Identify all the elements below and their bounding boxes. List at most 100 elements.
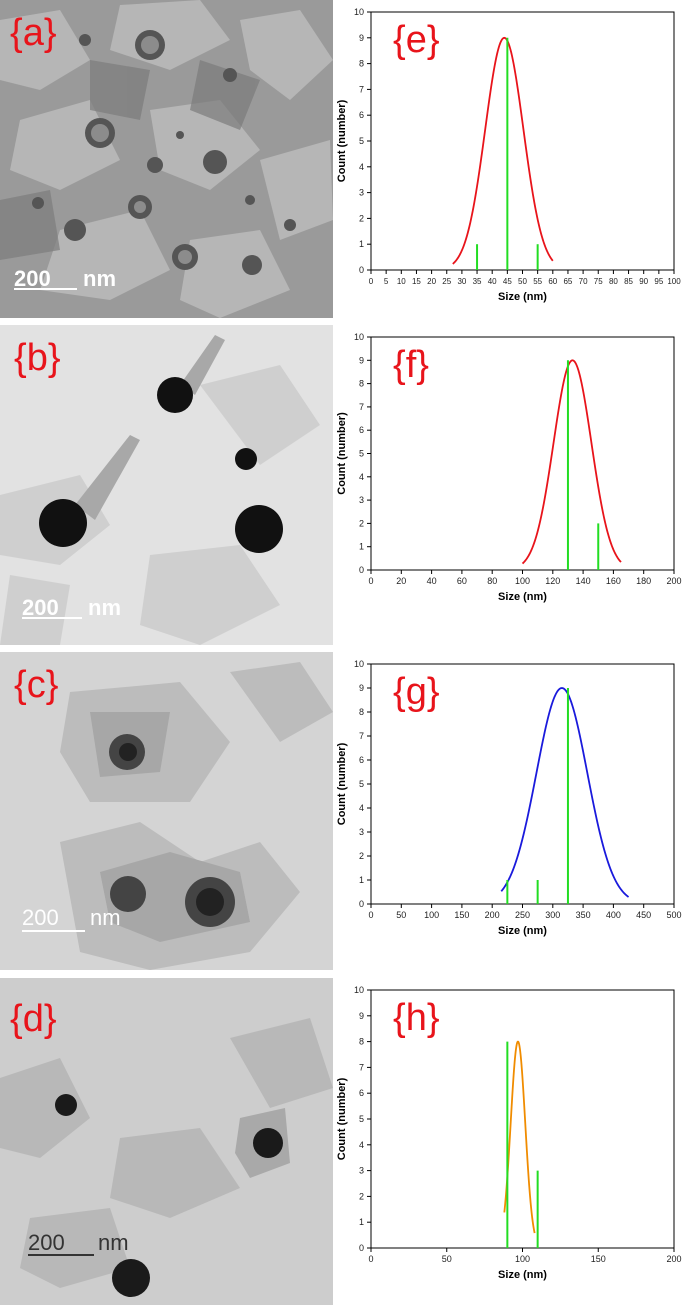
x-tick-label-e-1: 5 bbox=[384, 277, 389, 286]
scale-bar-b bbox=[22, 617, 82, 619]
y-tick-label-g-0: 0 bbox=[359, 899, 364, 909]
x-tick-label-e-7: 35 bbox=[473, 277, 482, 286]
x-tick-label-e-3: 15 bbox=[412, 277, 421, 286]
x-axis-label-h: Size (nm) bbox=[498, 1269, 547, 1281]
scale-unit-d: nm bbox=[98, 1230, 129, 1255]
y-tick-label-f-7: 7 bbox=[359, 402, 364, 412]
scale-unit-c: nm bbox=[90, 905, 121, 930]
x-tick-label-f-1: 20 bbox=[396, 576, 406, 586]
y-tick-label-h-1: 1 bbox=[359, 1217, 364, 1227]
x-axis-label-f: Size (nm) bbox=[498, 591, 547, 603]
scale-bar-c bbox=[22, 930, 85, 932]
y-tick-label-h-0: 0 bbox=[359, 1243, 364, 1253]
size-distribution-chart-f: 0 1 2 3 4 5 6 7 8 9 10 0 20 40 60 80 100 120 140 160 180 200 S… bbox=[333, 325, 685, 645]
x-tick-label-g-3: 150 bbox=[454, 910, 469, 920]
panel-label-d: {d} bbox=[10, 998, 57, 1040]
y-tick-label-f-1: 1 bbox=[359, 542, 364, 552]
y-tick-label-g-4: 4 bbox=[359, 803, 364, 813]
panel-label-g: {g} bbox=[393, 671, 440, 713]
y-tick-label-h-3: 3 bbox=[359, 1166, 364, 1176]
x-tick-label-f-10: 200 bbox=[666, 576, 681, 586]
x-tick-label-e-11: 55 bbox=[533, 277, 542, 286]
x-tick-label-e-16: 80 bbox=[609, 277, 618, 286]
x-tick-label-e-10: 50 bbox=[518, 277, 527, 286]
panel-label-a: {a} bbox=[10, 12, 57, 54]
x-tick-label-e-17: 85 bbox=[624, 277, 633, 286]
size-distribution-chart-e: 0 1 2 3 4 5 6 7 8 9 10 0 5 10 15 20 25 30 35 40 45 50 55 60 65 70… bbox=[333, 0, 685, 318]
y-tick-label-e-8: 8 bbox=[359, 59, 364, 69]
tem-micrograph-a bbox=[0, 0, 333, 318]
panel-label-c: {c} bbox=[14, 664, 59, 706]
y-tick-label-f-10: 10 bbox=[354, 332, 364, 342]
y-tick-label-f-9: 9 bbox=[359, 355, 364, 365]
y-tick-label-e-6: 6 bbox=[359, 110, 364, 120]
y-tick-label-e-5: 5 bbox=[359, 136, 364, 146]
fit-curve-e bbox=[452, 36, 554, 265]
scale-value-a: 200 bbox=[14, 266, 51, 291]
y-tick-label-h-6: 6 bbox=[359, 1088, 364, 1098]
y-tick-label-e-4: 4 bbox=[359, 162, 364, 172]
size-distribution-chart-h: 0 1 2 3 4 5 6 7 8 9 10 0 50 100 150 200 Size (nm) Count (… bbox=[333, 978, 685, 1305]
fit-curve-h bbox=[503, 1040, 536, 1234]
x-tick-label-g-0: 0 bbox=[368, 910, 373, 920]
y-tick-label-e-10: 10 bbox=[354, 7, 364, 17]
y-tick-label-f-3: 3 bbox=[359, 495, 364, 505]
y-tick-label-e-3: 3 bbox=[359, 188, 364, 198]
y-tick-label-e-9: 9 bbox=[359, 33, 364, 43]
y-tick-label-f-2: 2 bbox=[359, 518, 364, 528]
x-tick-label-g-7: 350 bbox=[576, 910, 591, 920]
panel-label-h: {h} bbox=[393, 997, 440, 1039]
tem-image-d bbox=[0, 978, 333, 1305]
y-tick-label-g-8: 8 bbox=[359, 707, 364, 717]
x-tick-label-h-2: 100 bbox=[515, 1254, 530, 1264]
y-tick-label-h-9: 9 bbox=[359, 1011, 364, 1021]
y-tick-label-e-0: 0 bbox=[359, 265, 364, 275]
x-tick-label-g-8: 400 bbox=[606, 910, 621, 920]
x-tick-label-g-2: 100 bbox=[424, 910, 439, 920]
x-tick-label-e-8: 40 bbox=[488, 277, 497, 286]
x-tick-label-f-6: 120 bbox=[545, 576, 560, 586]
panel-label-b: {b} bbox=[14, 337, 61, 379]
y-tick-label-h-10: 10 bbox=[354, 985, 364, 995]
x-tick-label-e-9: 45 bbox=[503, 277, 512, 286]
x-tick-label-h-0: 0 bbox=[368, 1254, 373, 1264]
y-tick-label-f-0: 0 bbox=[359, 565, 364, 575]
y-tick-label-g-3: 3 bbox=[359, 827, 364, 837]
x-tick-label-e-2: 10 bbox=[397, 277, 406, 286]
y-tick-label-e-2: 2 bbox=[359, 213, 364, 223]
tem-micrograph-d bbox=[0, 978, 333, 1305]
panel-label-f: {f} bbox=[393, 344, 429, 386]
x-tick-label-f-3: 60 bbox=[457, 576, 467, 586]
panel-label-e: {e} bbox=[393, 19, 440, 61]
y-tick-label-g-10: 10 bbox=[354, 659, 364, 669]
x-tick-label-e-12: 60 bbox=[548, 277, 557, 286]
x-tick-label-e-15: 75 bbox=[594, 277, 603, 286]
x-tick-label-f-8: 160 bbox=[606, 576, 621, 586]
y-axis-label-f: Count (number) bbox=[336, 412, 348, 495]
x-tick-label-h-1: 50 bbox=[442, 1254, 452, 1264]
y-tick-label-g-7: 7 bbox=[359, 731, 364, 741]
x-tick-label-e-4: 20 bbox=[427, 277, 436, 286]
x-tick-label-f-7: 140 bbox=[576, 576, 591, 586]
x-tick-label-e-0: 0 bbox=[369, 277, 374, 286]
x-tick-label-e-5: 25 bbox=[442, 277, 451, 286]
figure-row-b-f: {b} 200 nm 0 1 2 3 4 5 6 7 8 9 10 0 20 40 60 80 100 120 14… bbox=[0, 325, 685, 645]
y-tick-label-e-1: 1 bbox=[359, 239, 364, 249]
y-axis-label-h: Count (number) bbox=[336, 1077, 348, 1160]
x-tick-label-f-2: 40 bbox=[427, 576, 437, 586]
y-axis-label-g: Count (number) bbox=[336, 742, 348, 825]
x-axis-label-e: Size (nm) bbox=[498, 291, 547, 303]
y-tick-label-h-5: 5 bbox=[359, 1114, 364, 1124]
y-tick-label-g-9: 9 bbox=[359, 683, 364, 693]
y-tick-label-h-2: 2 bbox=[359, 1191, 364, 1201]
fit-curve-g bbox=[500, 687, 630, 898]
x-tick-label-h-3: 150 bbox=[591, 1254, 606, 1264]
y-tick-label-g-6: 6 bbox=[359, 755, 364, 765]
fit-curve-f bbox=[521, 359, 622, 565]
x-tick-label-g-10: 500 bbox=[666, 910, 681, 920]
x-tick-label-e-14: 70 bbox=[579, 277, 588, 286]
x-tick-label-g-1: 50 bbox=[396, 910, 406, 920]
